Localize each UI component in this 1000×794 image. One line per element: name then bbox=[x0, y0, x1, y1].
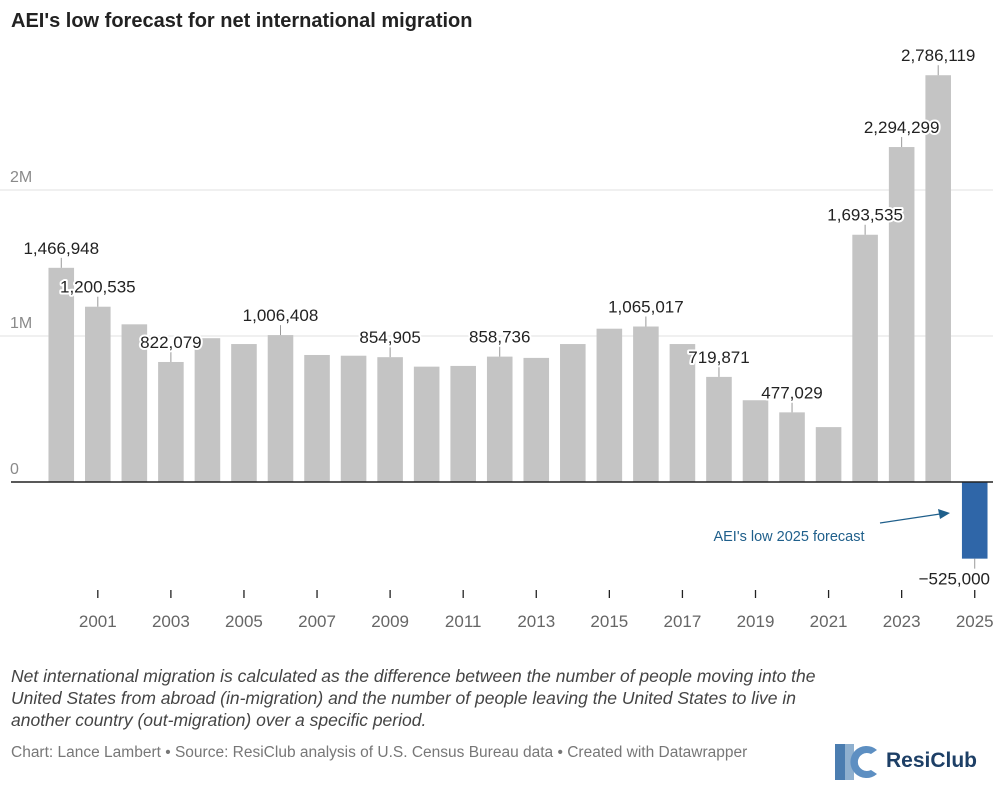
bar bbox=[267, 335, 294, 482]
y-tick-label: 2M bbox=[10, 169, 32, 186]
forecast-annotation-arrow bbox=[879, 513, 941, 524]
y-axis-labels: 0 1M 2M bbox=[10, 169, 32, 478]
chart-title: AEI's low forecast for net international… bbox=[11, 10, 473, 32]
bar bbox=[633, 326, 659, 482]
value-label: 858,736 bbox=[469, 328, 530, 347]
gridlines bbox=[0, 189, 993, 337]
bar bbox=[48, 267, 75, 482]
bar bbox=[194, 338, 221, 482]
x-tick-label: 2007 bbox=[298, 612, 336, 631]
bar bbox=[779, 412, 805, 482]
bar bbox=[231, 344, 257, 482]
logo-text: ResiClub bbox=[886, 749, 978, 772]
x-tick-label: 2021 bbox=[810, 612, 848, 631]
footnote: Net international migration is calculate… bbox=[11, 666, 816, 730]
x-tick-label: 2001 bbox=[79, 612, 117, 631]
bar bbox=[706, 376, 732, 482]
bar bbox=[925, 75, 951, 482]
value-label: 822,079 bbox=[140, 333, 201, 352]
credit-line: Chart: Lance Lambert • Source: ResiClub … bbox=[11, 744, 748, 761]
bar bbox=[669, 344, 696, 482]
value-label: 2,294,299 bbox=[864, 118, 940, 137]
value-label: 1,200,535 bbox=[60, 278, 136, 297]
bar bbox=[413, 366, 440, 482]
value-label: 854,905 bbox=[359, 328, 420, 347]
bar bbox=[815, 427, 842, 482]
bar bbox=[340, 355, 367, 482]
resiclub-logo-icon bbox=[835, 744, 877, 780]
value-label: 2,786,119 bbox=[901, 46, 975, 65]
x-tick-label: 2017 bbox=[664, 612, 702, 631]
y-tick-label: 0 bbox=[10, 461, 19, 478]
x-axis: 2001 2003 2005 2007 2009 2011 2013 2015 2017 2019… bbox=[79, 590, 994, 631]
value-label: 477,029 bbox=[761, 383, 822, 402]
bar bbox=[85, 306, 111, 482]
x-tick-label: 2005 bbox=[225, 612, 263, 631]
forecast-annotation-arrowhead bbox=[938, 509, 950, 519]
bar bbox=[304, 354, 330, 482]
value-label: 1,006,408 bbox=[243, 306, 319, 325]
bar bbox=[377, 357, 403, 482]
value-label: 1,065,017 bbox=[608, 298, 684, 317]
value-label: 1,466,948 bbox=[23, 239, 99, 258]
bar bbox=[852, 234, 878, 482]
x-tick-label: 2025 bbox=[956, 612, 994, 631]
x-tick-label: 2015 bbox=[590, 612, 628, 631]
bars bbox=[48, 75, 988, 559]
bar-chart: 0 1M 2M 1,466,948 1,200,535 822,079 1,006,408… bbox=[0, 44, 994, 631]
value-label: 1,693,535 bbox=[827, 206, 903, 225]
label-leaders bbox=[60, 65, 976, 569]
bar bbox=[961, 482, 988, 559]
value-labels: 1,466,948 1,200,535 822,079 1,006,408 854,90… bbox=[21, 44, 992, 590]
resiclub-logo: ResiClub bbox=[833, 738, 977, 784]
bar bbox=[121, 324, 148, 482]
x-tick-label: 2011 bbox=[445, 612, 482, 631]
bar bbox=[158, 361, 184, 482]
x-tick-label: 2013 bbox=[517, 612, 555, 631]
x-tick-label: 2009 bbox=[371, 612, 409, 631]
y-tick-label: 1M bbox=[10, 315, 32, 332]
bar bbox=[596, 328, 623, 482]
bar bbox=[888, 147, 915, 482]
x-tick-label: 2003 bbox=[152, 612, 190, 631]
bar bbox=[486, 356, 513, 482]
forecast-annotation-text: AEI's low 2025 forecast bbox=[713, 529, 864, 545]
bar bbox=[742, 400, 769, 482]
value-label: −525,000 bbox=[919, 570, 990, 589]
value-label: 719,871 bbox=[688, 348, 749, 367]
x-tick-label: 2023 bbox=[883, 612, 921, 631]
bar bbox=[560, 344, 586, 482]
bar bbox=[450, 365, 476, 482]
forecast-annotation: AEI's low 2025 forecast bbox=[713, 509, 950, 545]
x-tick-label: 2019 bbox=[737, 612, 775, 631]
bar bbox=[523, 357, 550, 482]
